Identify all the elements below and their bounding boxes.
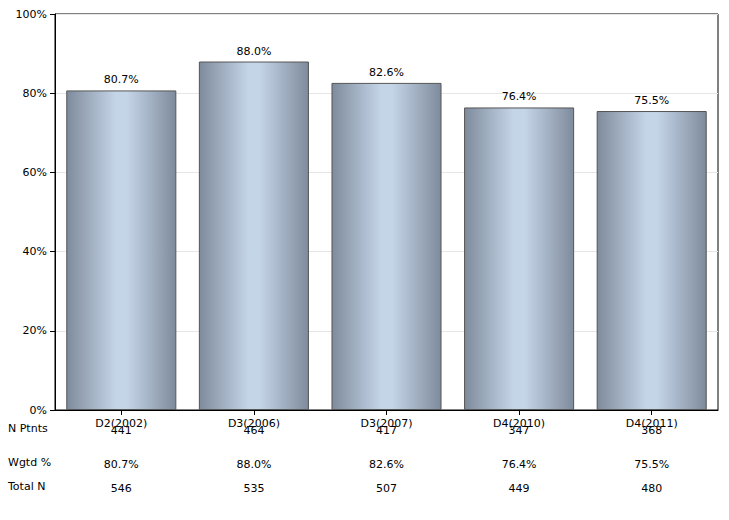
svg-text:88.0%: 88.0% (236, 458, 271, 471)
svg-text:80.7%: 80.7% (104, 73, 139, 86)
svg-text:76.4%: 76.4% (502, 458, 537, 471)
svg-text:347: 347 (509, 424, 530, 437)
svg-text:D2(2002): D2(2002) (95, 417, 148, 430)
svg-text:82.6%: 82.6% (369, 66, 404, 79)
svg-text:464: 464 (243, 424, 264, 437)
svg-text:75.5%: 75.5% (634, 458, 669, 471)
svg-text:449: 449 (509, 482, 530, 495)
svg-text:80.7%: 80.7% (104, 458, 139, 471)
svg-text:76.4%: 76.4% (502, 90, 537, 103)
svg-text:D3(2006): D3(2006) (227, 417, 280, 430)
svg-text:Total N: Total N (7, 480, 45, 493)
svg-text:D4(2010): D4(2010) (493, 417, 546, 430)
svg-text:546: 546 (111, 482, 132, 495)
svg-text:75.5%: 75.5% (634, 94, 669, 107)
svg-text:82.6%: 82.6% (369, 458, 404, 471)
svg-text:60%: 60% (23, 166, 47, 179)
svg-text:417: 417 (376, 424, 397, 437)
svg-text:D3(2007): D3(2007) (360, 417, 413, 430)
svg-text:507: 507 (376, 482, 397, 495)
svg-text:535: 535 (243, 482, 264, 495)
svg-text:441: 441 (111, 424, 132, 437)
svg-text:40%: 40% (23, 245, 47, 258)
svg-text:0%: 0% (30, 404, 47, 417)
svg-text:100%: 100% (16, 8, 47, 21)
svg-text:480: 480 (641, 482, 662, 495)
svg-text:88.0%: 88.0% (236, 45, 271, 58)
svg-text:80%: 80% (23, 87, 47, 100)
svg-text:N Ptnts: N Ptnts (8, 422, 48, 435)
svg-text:D4(2011): D4(2011) (625, 417, 678, 430)
svg-text:368: 368 (641, 424, 662, 437)
svg-text:Wgtd %: Wgtd % (8, 456, 51, 469)
svg-text:20%: 20% (23, 324, 47, 337)
